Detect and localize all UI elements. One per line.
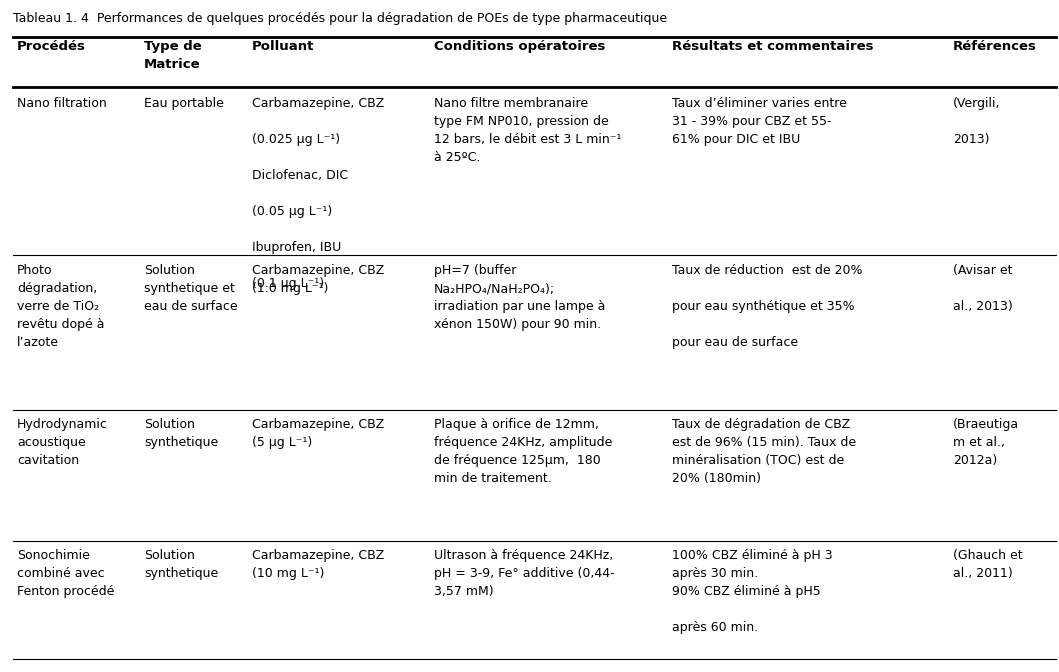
- Text: (Ghauch et
al., 2011): (Ghauch et al., 2011): [953, 549, 1023, 580]
- Text: Nano filtre membranaire
type FM NP010, pression de
12 bars, le débit est 3 L min: Nano filtre membranaire type FM NP010, p…: [434, 97, 622, 165]
- Text: Tableau 1. 4  Performances de quelques procédés pour la dégradation de POEs de t: Tableau 1. 4 Performances de quelques pr…: [13, 12, 667, 25]
- Text: Type de
Matrice: Type de Matrice: [144, 40, 202, 71]
- Text: Polluant: Polluant: [252, 40, 315, 53]
- Text: Carbamazepine, CBZ
(5 μg L⁻¹): Carbamazepine, CBZ (5 μg L⁻¹): [252, 418, 384, 449]
- Text: Résultats et commentaires: Résultats et commentaires: [672, 40, 874, 53]
- Text: Plaque à orifice de 12mm,
fréquence 24KHz, amplitude
de fréquence 125μm,  180
mi: Plaque à orifice de 12mm, fréquence 24KH…: [434, 418, 612, 485]
- Text: Ultrason à fréquence 24KHz,
pH = 3-9, Fe° additive (0,44-
3,57 mM): Ultrason à fréquence 24KHz, pH = 3-9, Fe…: [434, 549, 615, 598]
- Text: Nano filtration: Nano filtration: [17, 97, 107, 110]
- Text: Sonochimie
combiné avec
Fenton procédé: Sonochimie combiné avec Fenton procédé: [17, 549, 114, 598]
- Text: Solution
synthetique: Solution synthetique: [144, 418, 218, 449]
- Text: pH=7 (buffer
Na₂HPO₄/NaH₂PO₄);
irradiation par une lampe à
xénon 150W) pour 90 m: pH=7 (buffer Na₂HPO₄/NaH₂PO₄); irradiati…: [434, 264, 606, 331]
- Text: Hydrodynamic
acoustique
cavitation: Hydrodynamic acoustique cavitation: [17, 418, 108, 467]
- Text: Carbamazepine, CBZ
(10 mg L⁻¹): Carbamazepine, CBZ (10 mg L⁻¹): [252, 549, 384, 580]
- Text: Taux d’éliminer varies entre
31 - 39% pour CBZ et 55-
61% pour DIC et IBU: Taux d’éliminer varies entre 31 - 39% po…: [672, 97, 847, 146]
- Text: Carbamazepine, CBZ
(1.0 mg L⁻¹): Carbamazepine, CBZ (1.0 mg L⁻¹): [252, 264, 384, 295]
- Text: (Braeutiga
m et al.,
2012a): (Braeutiga m et al., 2012a): [953, 418, 1019, 467]
- Text: Solution
synthetique et
eau de surface: Solution synthetique et eau de surface: [144, 264, 237, 313]
- Text: Taux de dégradation de CBZ
est de 96% (15 min). Taux de
minéralisation (TOC) est: Taux de dégradation de CBZ est de 96% (1…: [672, 418, 857, 485]
- Text: Eau portable: Eau portable: [144, 97, 223, 110]
- Text: Références: Références: [953, 40, 1037, 53]
- Text: Carbamazepine, CBZ

(0.025 μg L⁻¹)

Diclofenac, DIC

(0.05 μg L⁻¹)

Ibuprofen, I: Carbamazepine, CBZ (0.025 μg L⁻¹) Diclof…: [252, 97, 384, 290]
- Text: Conditions opératoires: Conditions opératoires: [434, 40, 606, 53]
- Text: Taux de réduction  est de 20%

pour eau synthétique et 35%

pour eau de surface: Taux de réduction est de 20% pour eau sy…: [672, 264, 863, 349]
- Text: (Vergili,

2013): (Vergili, 2013): [953, 97, 1001, 146]
- Text: Solution
synthetique: Solution synthetique: [144, 549, 218, 580]
- Text: Photo
dégradation,
verre de TiO₂
revêtu dopé à
l’azote: Photo dégradation, verre de TiO₂ revêtu …: [17, 264, 105, 349]
- Text: 100% CBZ éliminé à pH 3
après 30 min.
90% CBZ éliminé à pH5

après 60 min.: 100% CBZ éliminé à pH 3 après 30 min. 90…: [672, 549, 833, 634]
- Text: (Avisar et

al., 2013): (Avisar et al., 2013): [953, 264, 1012, 313]
- Text: Procédés: Procédés: [17, 40, 86, 53]
